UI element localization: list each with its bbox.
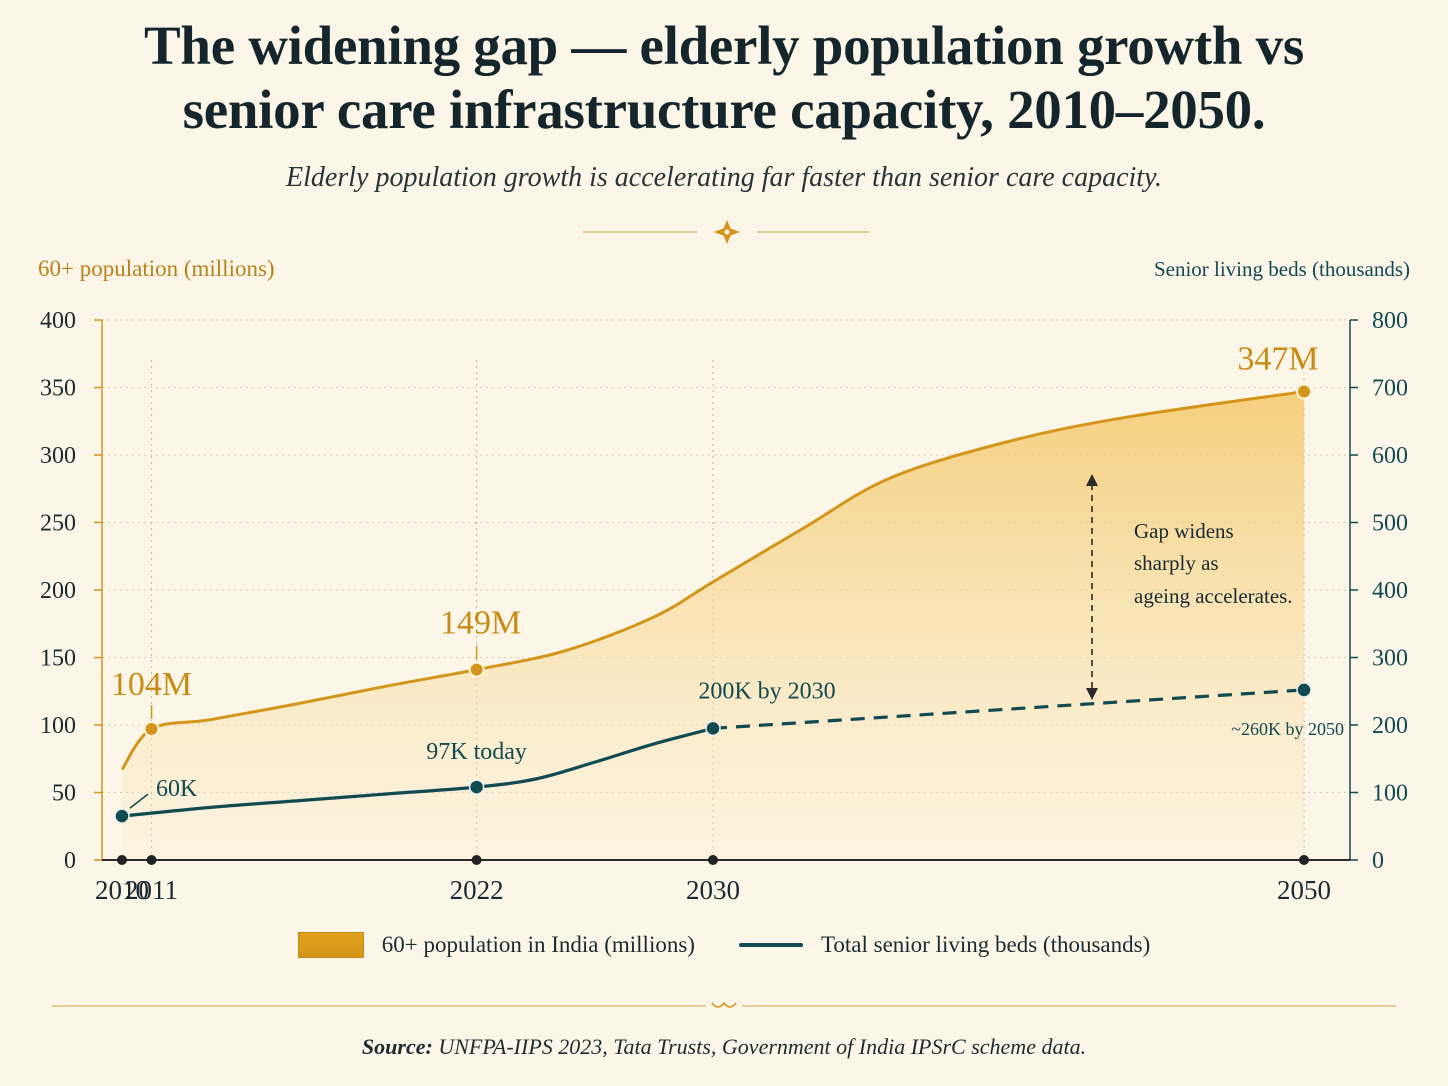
gap-annotation-line-1: Gap widens xyxy=(1134,519,1234,543)
x-tick-label: 2022 xyxy=(450,875,504,905)
gap-annotation-line-3: ageing accelerates. xyxy=(1134,584,1293,608)
y-right-tick-label: 500 xyxy=(1372,511,1408,537)
y-left-axis-label: 60+ population (millions) xyxy=(38,256,275,281)
x-tick-label: 2011 xyxy=(125,875,178,905)
beds-marker xyxy=(114,808,130,824)
footer-flourish-icon xyxy=(711,1001,737,1008)
beds-marker xyxy=(705,720,721,737)
population-marker-label: 104M xyxy=(111,666,192,703)
legend-label-beds: Total senior living beds (thousands) xyxy=(820,932,1151,957)
legend: 60+ population in India (millions) Total… xyxy=(0,932,1448,958)
y-right-tick-label: 200 xyxy=(1372,713,1408,739)
x-tick-label: 2030 xyxy=(686,875,740,905)
beds-marker-leader xyxy=(129,793,149,809)
x-tick-dot xyxy=(146,855,157,865)
beds-marker-label: 60K xyxy=(156,776,198,802)
y-right-tick-label: 600 xyxy=(1372,443,1408,469)
title-line-1: The widening gap — elderly population gr… xyxy=(144,15,1304,76)
population-area xyxy=(122,391,1304,860)
y-left-tick-label: 350 xyxy=(40,376,76,402)
y-right-tick-label: 700 xyxy=(1372,376,1408,402)
beds-line xyxy=(121,726,714,818)
y-right-axis-label: Senior living beds (thousands) xyxy=(1154,257,1410,281)
chart-title: The widening gap — elderly population gr… xyxy=(0,14,1448,142)
x-tick-label: 2010 xyxy=(95,875,149,905)
legend-item-population: 60+ population in India (millions) xyxy=(297,932,695,958)
beds-marker-label: ~260K by 2050 xyxy=(1231,719,1344,739)
gap-annotation-line-2: sharply as xyxy=(1134,551,1219,575)
x-tick-dot xyxy=(471,855,482,865)
population-marker-label: 149M xyxy=(440,605,521,642)
data-markers: 104M 149M 347M 60K 97K today 200K by 2030 ~260… xyxy=(111,341,1344,824)
legend-swatch-beds xyxy=(738,943,803,947)
population-line xyxy=(120,390,1305,771)
y-left-tick-label: 100 xyxy=(40,713,76,739)
legend-swatch-population xyxy=(297,932,364,958)
beds-marker-label: 200K by 2030 xyxy=(698,678,835,704)
y-left-tick-label: 400 xyxy=(40,308,76,334)
x-tick-dot xyxy=(1299,855,1309,865)
y-right-tick-label: 400 xyxy=(1372,578,1408,604)
beds-marker-label: 97K today xyxy=(426,739,527,765)
y-left-tick-label: 300 xyxy=(40,443,76,469)
y-right-tick-label: 100 xyxy=(1372,781,1408,807)
beds-projection-line xyxy=(712,688,1305,730)
gap-arrow-head-top xyxy=(1086,474,1098,486)
y-left-tick-label: 250 xyxy=(40,511,76,537)
beds-marker xyxy=(468,779,485,795)
y-right-tick-label: 300 xyxy=(1372,646,1408,672)
source-text: UNFPA-IIPS 2023, Tata Trusts, Government… xyxy=(438,1034,1087,1059)
y-left-tick-label: 200 xyxy=(40,578,76,604)
legend-label-population: 60+ population in India (millions) xyxy=(381,932,695,957)
y-right-tick-label: 0 xyxy=(1372,848,1384,874)
population-marker xyxy=(468,661,485,678)
x-tick-dot xyxy=(708,855,718,865)
flourish-icon xyxy=(714,220,740,244)
source-note: Source: UNFPA-IIPS 2023, Tata Trusts, Go… xyxy=(0,1034,1448,1060)
population-marker xyxy=(143,721,160,738)
gap-arrow xyxy=(1086,474,1098,700)
y-left-tick-label: 50 xyxy=(52,781,76,807)
title-line-2: senior care infrastructure capacity, 201… xyxy=(182,79,1266,140)
y-left-tick-label: 0 xyxy=(64,848,76,874)
x-tick-label: 2050 xyxy=(1277,875,1331,905)
population-marker-label: 347M xyxy=(1237,341,1318,378)
chart-subtitle: Elderly population growth is acceleratin… xyxy=(286,162,1162,193)
y-right-tick-label: 800 xyxy=(1372,308,1408,334)
population-marker xyxy=(1296,383,1312,400)
beds-marker xyxy=(1296,682,1312,698)
source-prefix: Source: xyxy=(361,1034,433,1059)
legend-item-beds: Total senior living beds (thousands) xyxy=(738,932,1151,958)
x-tick-dot xyxy=(117,855,127,865)
y-left-tick-label: 150 xyxy=(40,646,76,672)
gap-arrow-head-bottom xyxy=(1086,688,1098,700)
tick-labels: 0 50 100 150 200 250 300 350 400 0 100 200 300 400 500… xyxy=(40,308,1408,905)
